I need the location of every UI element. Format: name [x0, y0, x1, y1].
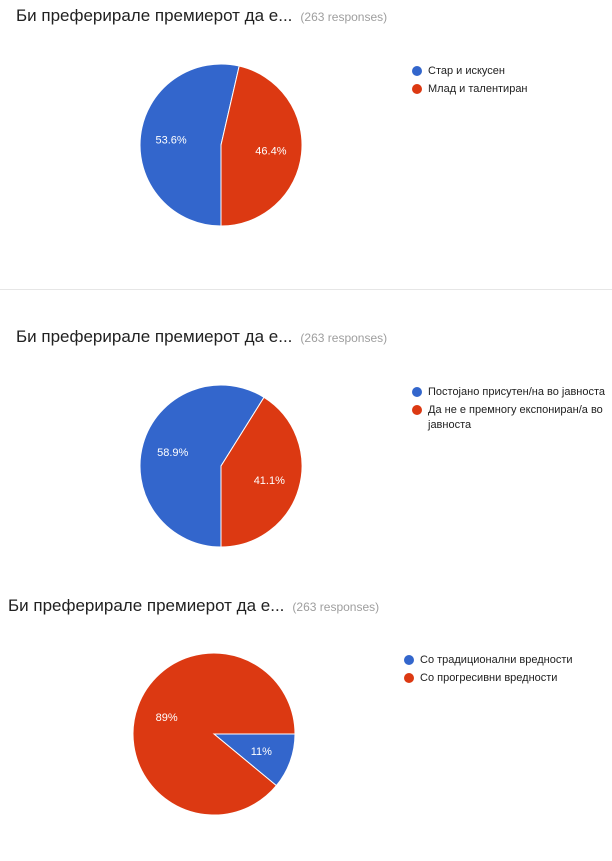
- legend-label: Постојано присутен/на во јавноста: [428, 386, 606, 398]
- legend-label: Да не е премногу експониран/а во јавност…: [428, 404, 603, 431]
- chart-panel-2: Би преферирале премиерот да е... (263 res…: [0, 290, 612, 580]
- chart-legend: Стар и искусен Млад и талентиран: [412, 64, 602, 100]
- legend-item[interactable]: Млад и талентиран: [412, 82, 602, 97]
- chart-legend: Постојано присутен/на во јавноста Да не е…: [412, 385, 607, 436]
- question-text: Би преферирале премиерот да е...: [8, 596, 285, 615]
- pie-slice[interactable]: [139, 384, 265, 548]
- legend-label: Млад и талентиран: [428, 83, 528, 95]
- chart-panel-3: Би преферирале премиерот да е... (263 res…: [0, 580, 612, 861]
- divider: [0, 289, 612, 290]
- response-count: (263 responses): [292, 600, 380, 614]
- response-count: (263 responses): [300, 10, 388, 24]
- legend-label: Со традиционални вредности: [420, 654, 573, 666]
- legend-label: Со прогресивни вредности: [420, 672, 558, 684]
- legend-item[interactable]: Постојано присутен/на во јавноста: [412, 385, 607, 400]
- question-text: Би преферирале премиерот да е...: [16, 327, 293, 346]
- chart-panel-1: Би преферирале премиерот да е... (263 res…: [0, 0, 612, 289]
- legend-item[interactable]: Да не е премногу експониран/а во јавност…: [412, 403, 607, 433]
- pie-slice[interactable]: [139, 63, 240, 227]
- slice-label: 11%: [251, 746, 272, 758]
- legend-swatch-icon: [404, 673, 414, 683]
- question-text: Би преферирале премиерот да е...: [16, 6, 293, 25]
- pie-chart: 53.6% 46.4%: [139, 63, 303, 227]
- slice-label: 58.9%: [157, 447, 188, 459]
- slice-label: 46.4%: [255, 146, 286, 158]
- pie-chart: 58.9% 41.1%: [139, 384, 303, 548]
- chart-title: Би преферирале премиерот да е... (263 res…: [16, 327, 387, 347]
- slice-label: 41.1%: [254, 475, 285, 487]
- slice-label: 53.6%: [155, 134, 186, 146]
- chart-title: Би преферирале премиерот да е... (263 res…: [16, 6, 387, 26]
- pie-slice[interactable]: [220, 65, 303, 227]
- pie-slice[interactable]: [132, 652, 296, 816]
- legend-item[interactable]: Со традиционални вредности: [404, 653, 604, 668]
- legend-swatch-icon: [412, 405, 422, 415]
- legend-swatch-icon: [412, 84, 422, 94]
- chart-legend: Со традиционални вредности Со прогресивни…: [404, 653, 604, 689]
- legend-swatch-icon: [404, 655, 414, 665]
- pie-chart: 11% 89%: [132, 652, 296, 816]
- legend-swatch-icon: [412, 66, 422, 76]
- legend-swatch-icon: [412, 387, 422, 397]
- legend-item[interactable]: Со прогресивни вредности: [404, 671, 604, 686]
- pie-slice[interactable]: [220, 396, 303, 548]
- slice-label: 89%: [156, 712, 178, 724]
- legend-item[interactable]: Стар и искусен: [412, 64, 602, 79]
- legend-label: Стар и искусен: [428, 65, 505, 77]
- chart-title: Би преферирале премиерот да е... (263 res…: [8, 596, 379, 616]
- response-count: (263 responses): [300, 331, 388, 345]
